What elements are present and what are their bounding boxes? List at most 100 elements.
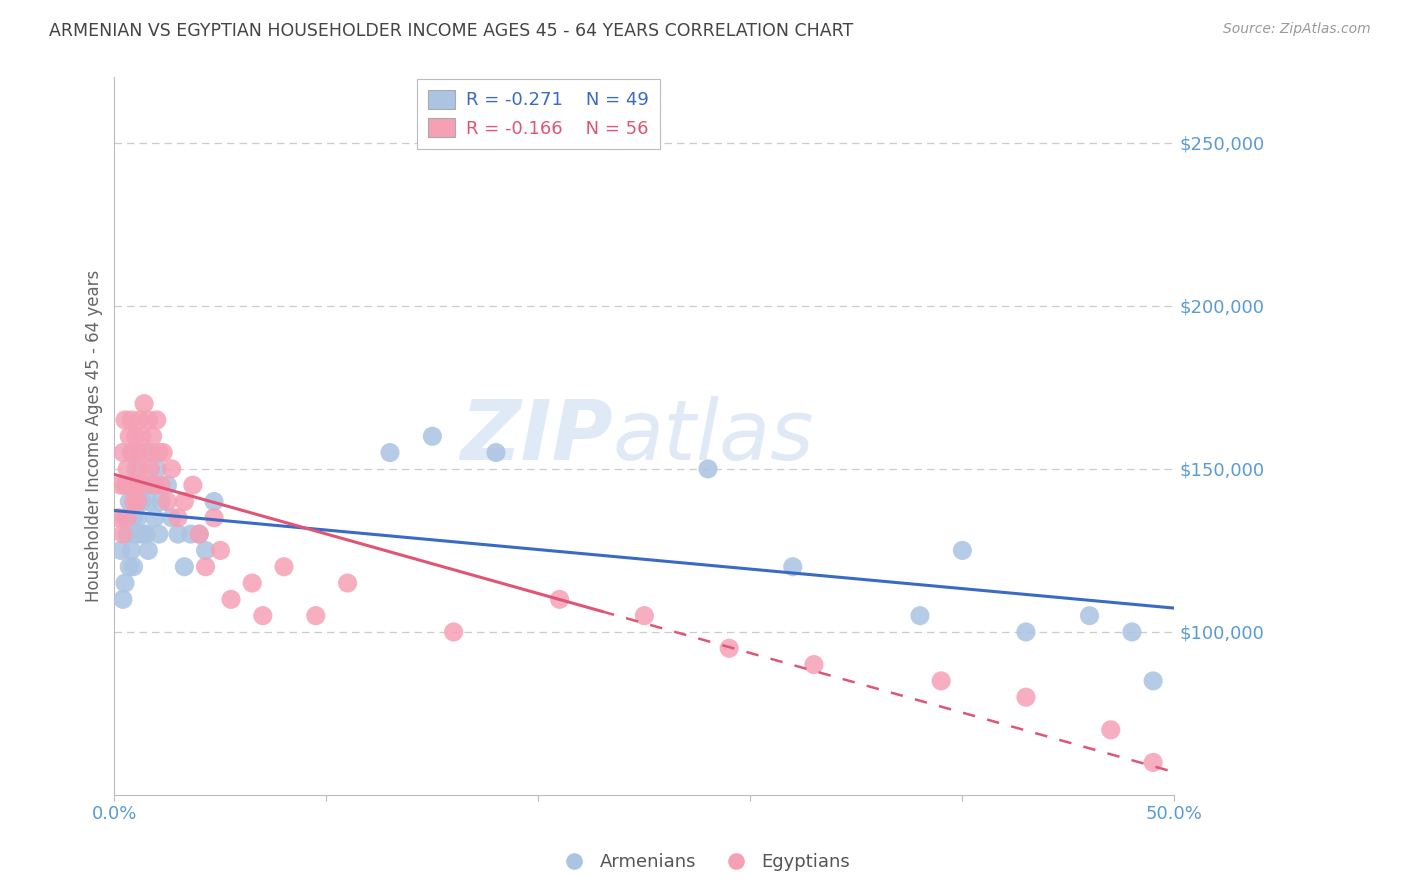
Point [122,494,145,508]
Legend: R = -0.271    N = 49, R = -0.166    N = 56: R = -0.271 N = 49, R = -0.166 N = 56 [418,79,659,149]
Point [908,608,931,623]
Point [114,576,136,591]
Point [118,478,141,492]
Point [110,543,132,558]
Point [111,445,134,459]
Point [150,494,173,508]
Point [209,543,232,558]
Point [1142,673,1164,688]
Point [160,462,183,476]
Point [115,527,138,541]
Point [122,445,145,459]
Point [136,543,159,558]
Text: Source: ZipAtlas.com: Source: ZipAtlas.com [1223,22,1371,37]
Point [143,478,166,492]
Point [142,478,165,492]
Point [135,478,157,492]
Point [128,413,150,427]
Point [194,559,217,574]
Text: atlas: atlas [613,396,814,476]
Point [135,527,157,541]
Point [443,624,465,639]
Point [273,559,295,574]
Point [120,543,142,558]
Point [128,527,150,541]
Point [146,413,169,427]
Point [143,510,166,524]
Point [718,641,741,656]
Point [148,445,170,459]
Point [139,462,162,476]
Point [128,478,150,492]
Point [146,462,169,476]
Point [131,478,153,492]
Point [136,413,159,427]
Point [782,559,804,574]
Point [240,576,263,591]
Point [127,494,149,508]
Y-axis label: Householder Income Ages 45 - 64 years: Householder Income Ages 45 - 64 years [86,270,103,602]
Point [127,445,149,459]
Point [152,445,174,459]
Text: ARMENIAN VS EGYPTIAN HOUSEHOLDER INCOME AGES 45 - 64 YEARS CORRELATION CHART: ARMENIAN VS EGYPTIAN HOUSEHOLDER INCOME … [49,22,853,40]
Point [139,445,162,459]
Point [118,559,141,574]
Point [127,510,149,524]
Point [120,445,142,459]
Point [378,445,401,459]
Point [181,478,204,492]
Point [114,478,136,492]
Point [194,543,217,558]
Point [252,608,274,623]
Point [633,608,655,623]
Point [142,429,165,443]
Point [305,608,328,623]
Point [124,429,146,443]
Point [115,462,138,476]
Point [128,462,150,476]
Point [118,429,141,443]
Point [131,429,153,443]
Point [1121,624,1143,639]
Point [803,657,825,672]
Point [107,510,129,524]
Point [167,527,190,541]
Point [114,413,136,427]
Point [132,527,155,541]
Point [219,592,242,607]
Point [136,494,159,508]
Point [135,445,157,459]
Point [188,527,211,541]
Point [336,576,359,591]
Point [422,429,444,443]
Point [485,445,508,459]
Point [111,527,134,541]
Point [929,673,952,688]
Point [111,592,134,607]
Point [110,478,132,492]
Point [1015,624,1038,639]
Point [156,478,179,492]
Point [115,510,138,524]
Point [127,494,149,508]
Point [148,527,170,541]
Point [115,478,138,492]
Point [1078,608,1101,623]
Point [202,510,225,524]
Point [124,478,146,492]
Point [120,413,142,427]
Point [124,462,146,476]
Point [132,397,155,411]
Point [122,559,145,574]
Point [167,510,190,524]
Point [188,527,211,541]
Point [120,478,142,492]
Point [1142,756,1164,770]
Point [548,592,571,607]
Point [114,510,136,524]
Point [131,494,153,508]
Point [160,510,183,524]
Point [1015,690,1038,705]
Point [150,478,173,492]
Point [122,510,145,524]
